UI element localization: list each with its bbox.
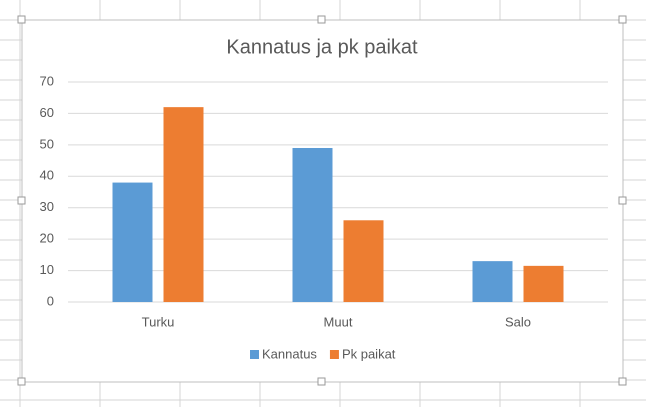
- plot: 0 10 20 30 40 50 60 70 Turku Muut Salo Kannatus Pk p…: [40, 73, 608, 361]
- y-tick-label: 60: [40, 105, 54, 120]
- bar: [112, 182, 153, 302]
- y-tick-label: 20: [40, 231, 54, 246]
- legend-label: Pk paikat: [342, 346, 396, 361]
- y-tick-label: 30: [40, 199, 54, 214]
- y-tick-label: 50: [40, 136, 54, 151]
- legend-swatch: [250, 350, 259, 359]
- x-tick-label: Salo: [505, 314, 531, 329]
- chart-title: Kannatus ja pk paikat: [226, 36, 418, 58]
- y-tick-label: 10: [40, 262, 54, 277]
- bar: [292, 148, 333, 302]
- bar: [523, 265, 564, 302]
- y-tick-label: 40: [40, 168, 54, 183]
- bar: [343, 220, 384, 302]
- resize-handles: [17, 15, 627, 386]
- legend-label: Kannatus: [262, 346, 317, 361]
- y-tick-label: 70: [40, 73, 54, 88]
- legend-swatch: [329, 350, 339, 359]
- bar: [472, 261, 513, 302]
- bar: [163, 107, 204, 303]
- x-tick-label: Turku: [142, 314, 175, 329]
- y-tick-label: 0: [47, 293, 54, 308]
- x-tick-label: Muut: [324, 314, 353, 329]
